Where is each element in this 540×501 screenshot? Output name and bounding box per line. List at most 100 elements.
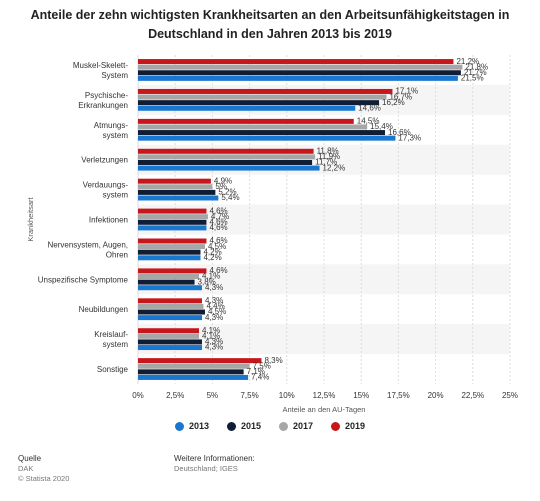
value-label: 15,4% — [370, 122, 393, 131]
legend-label: 2013 — [188, 421, 209, 431]
bar-2013[interactable] — [138, 255, 201, 261]
value-label: 3,8% — [198, 277, 216, 286]
bar-2013[interactable] — [138, 374, 249, 380]
bar-chart: 21,2%21,8%21,7%21,5% 17,1%16,7%16,2%14,6%… — [26, 55, 518, 414]
value-label: 11,7% — [315, 158, 337, 167]
value-label: 4,6% — [209, 206, 227, 215]
info-heading[interactable]: Weitere Informationen: — [174, 454, 255, 463]
bar-2013[interactable] — [138, 345, 202, 351]
bar-2015[interactable] — [138, 249, 201, 255]
category-label: Infektionen — [89, 216, 128, 225]
bar-2013[interactable] — [138, 285, 202, 291]
bar-2017[interactable] — [138, 303, 204, 309]
value-label: 14,6% — [358, 103, 381, 112]
x-tick-label: 2,5% — [166, 391, 184, 400]
value-label: 4,4% — [206, 302, 224, 311]
bar-2015[interactable] — [138, 369, 244, 375]
category-label: Unspezifische Symptome — [38, 275, 129, 284]
bar-2017[interactable] — [138, 124, 368, 130]
category-labels: Muskel-Skelett-System Psychische-Erkranku… — [38, 61, 129, 374]
value-label: 21,2% — [456, 57, 479, 66]
gridlines — [137, 55, 511, 384]
value-label: 17,3% — [398, 133, 421, 142]
bar-2013[interactable] — [138, 135, 396, 141]
bar-2019[interactable] — [138, 238, 207, 244]
bar-2015[interactable] — [138, 159, 313, 165]
bar-2013[interactable] — [138, 165, 320, 171]
bar-2019[interactable] — [138, 268, 207, 274]
value-label: 7,1% — [247, 367, 265, 376]
bar-2019[interactable] — [138, 208, 207, 214]
bar-2019[interactable] — [138, 59, 454, 65]
bar-2015[interactable] — [138, 219, 207, 225]
bar-2017[interactable] — [138, 214, 208, 220]
legend-dot — [331, 421, 341, 431]
bar-2017[interactable] — [138, 244, 205, 250]
value-label: 12,2% — [323, 163, 346, 172]
category-label: Neubildungen — [79, 305, 128, 314]
footer-source: Quelle DAK © Statista 2020 — [18, 454, 69, 484]
legend-item-2017[interactable]: 2017 — [279, 421, 313, 431]
bar-2017[interactable] — [138, 154, 316, 160]
bar-2015[interactable] — [138, 279, 195, 285]
category-label: Psychische-Erkrankungen — [78, 91, 128, 110]
bar-2013[interactable] — [138, 315, 202, 321]
source-name[interactable]: DAK — [18, 464, 34, 473]
value-label: 4,3% — [205, 337, 223, 346]
x-tick-label: 17,5% — [387, 391, 410, 400]
legend-item-2019[interactable]: 2019 — [331, 421, 365, 431]
bar-2017[interactable] — [138, 184, 213, 190]
value-label: 4,2% — [203, 253, 221, 262]
value-label: 4,3% — [205, 283, 223, 292]
value-label: 21,7% — [464, 68, 487, 77]
bar-2015[interactable] — [138, 100, 380, 106]
bar-2013[interactable] — [138, 195, 219, 201]
bar-2015[interactable] — [138, 339, 202, 345]
bar-2015[interactable] — [138, 70, 461, 76]
bar-2019[interactable] — [138, 298, 202, 304]
value-label: 21,5% — [461, 74, 484, 83]
info-text: Deutschland; IGES — [174, 464, 238, 473]
bar-2019[interactable] — [138, 328, 200, 334]
bar-2019[interactable] — [138, 358, 262, 364]
value-label: 4,5% — [208, 242, 226, 251]
bar-2017[interactable] — [138, 274, 200, 280]
x-tick-label: 12,5% — [313, 391, 336, 400]
x-tick-label: 20% — [428, 391, 444, 400]
category-label: Kreislauf-system — [94, 330, 128, 349]
category-label: Verletzungen — [81, 156, 128, 165]
value-label: 4,3% — [205, 313, 223, 322]
category-label: Atmungs-system — [94, 121, 129, 140]
legend-dot — [226, 421, 236, 431]
source-heading: Quelle — [18, 454, 42, 463]
bar-2017[interactable] — [138, 64, 463, 70]
bar-2013[interactable] — [138, 225, 207, 231]
value-label: 16,6% — [388, 128, 411, 137]
bar-2015[interactable] — [138, 309, 205, 315]
bar-2015[interactable] — [138, 189, 216, 195]
bar-2013[interactable] — [138, 105, 356, 111]
value-label: 11,8% — [317, 146, 339, 155]
bar-2017[interactable] — [138, 333, 200, 339]
legend: 2013 2015 2017 2019 — [0, 421, 540, 431]
value-label: 14,5% — [357, 117, 380, 126]
value-label: 16,2% — [382, 98, 405, 107]
legend-item-2015[interactable]: 2015 — [226, 421, 261, 431]
legend-item-2013[interactable]: 2013 — [174, 421, 209, 431]
x-tick-labels: 0% 2,5% 5% 7,5% 10% 12,5% 15% 17,5% 20% 22,5% 25% — [132, 391, 518, 400]
bar-2019[interactable] — [138, 148, 314, 154]
bar-2019[interactable] — [138, 118, 354, 124]
value-label: 4,6% — [209, 236, 227, 245]
value-label: 4,6% — [209, 223, 227, 232]
bar-2013[interactable] — [138, 75, 458, 81]
x-tick-label: 7,5% — [240, 391, 258, 400]
bar-2017[interactable] — [138, 94, 387, 100]
value-label: 11,9% — [318, 152, 340, 161]
bar-2019[interactable] — [138, 178, 211, 184]
value-label: 21,8% — [465, 62, 488, 71]
legend-label: 2017 — [293, 421, 314, 431]
category-label: Nervensystem, Augen, Ohren — [48, 240, 128, 259]
bar-2019[interactable] — [138, 88, 393, 94]
bar-2017[interactable] — [138, 363, 250, 369]
bar-2015[interactable] — [138, 130, 386, 136]
